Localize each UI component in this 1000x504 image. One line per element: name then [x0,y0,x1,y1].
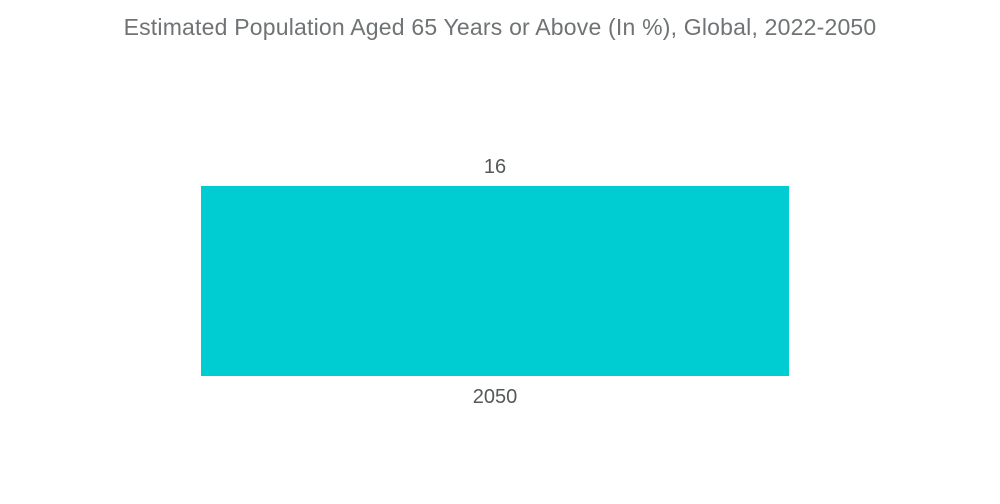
bar-value-label: 16 [483,156,507,178]
category-axis-label: 2050 [472,386,518,408]
bar-2050[interactable] [201,186,789,376]
plot-area: 16 2050 [201,0,789,504]
chart-title: Estimated Population Aged 65 Years or Ab… [123,14,877,40]
